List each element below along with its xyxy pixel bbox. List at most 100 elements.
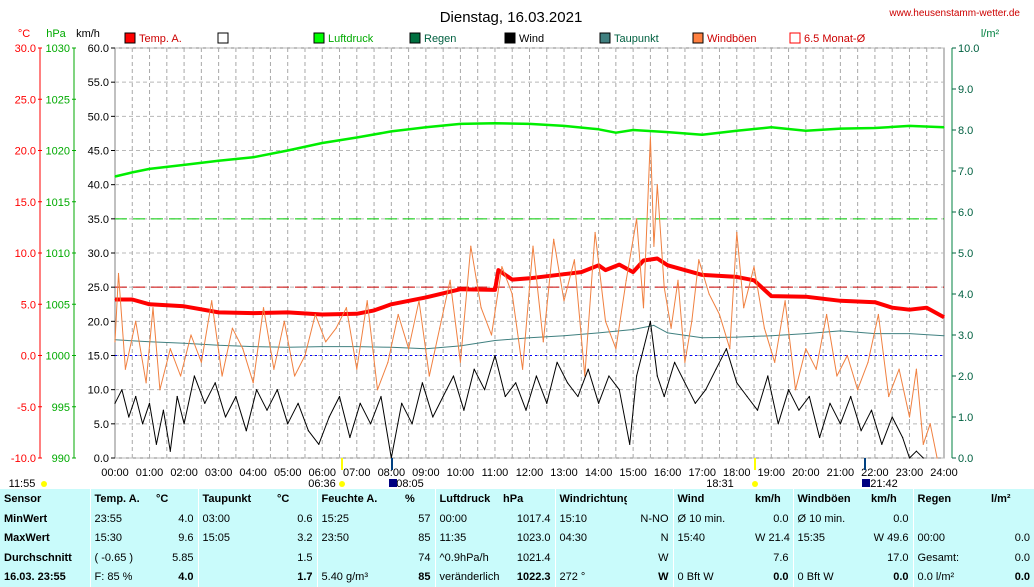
wind-tick-label: 30.0 xyxy=(88,248,109,260)
series-point xyxy=(805,130,807,132)
stats-cell-value: 4.0 xyxy=(178,512,194,525)
chart-legend: Temp. A. Luftdruck Regen Wind Taupunkt Windbö… xyxy=(124,32,866,45)
stats-cell-value: 0.0 xyxy=(1014,532,1031,545)
series-point xyxy=(753,279,755,281)
stats-header-unit: °C xyxy=(156,493,169,505)
series-point xyxy=(204,402,206,404)
site-link[interactable]: www.heusenstamm-wetter.de xyxy=(888,8,1020,19)
series-point xyxy=(380,395,382,398)
stats-cell-value: 0.0 xyxy=(773,571,789,584)
series-point xyxy=(839,128,842,130)
rain-tick-label: 3.0 xyxy=(958,330,973,342)
stats-header-label: Temp. A. xyxy=(89,489,153,509)
wind-tick-label: 20.0 xyxy=(88,316,109,328)
series-point xyxy=(653,245,655,247)
series-point xyxy=(636,218,638,220)
x-tick-label: 16:00 xyxy=(654,467,682,479)
series-point xyxy=(815,368,817,370)
series-point xyxy=(625,279,627,281)
series-point xyxy=(642,307,645,309)
series-point xyxy=(877,313,880,316)
series-point xyxy=(459,123,461,125)
series-point xyxy=(594,231,596,234)
series-point xyxy=(287,423,289,425)
series-point xyxy=(287,311,289,313)
stats-cell-value: 1021.4 xyxy=(516,551,551,564)
series-point xyxy=(888,395,890,398)
series-point xyxy=(736,382,738,384)
rain-tick-label: 6.0 xyxy=(958,207,973,219)
stats-cell-label xyxy=(554,548,628,568)
series-point xyxy=(891,416,893,418)
series-point xyxy=(784,300,786,302)
stats-cell-value: 5.85 xyxy=(172,551,194,564)
legend-item: Wind xyxy=(504,32,544,45)
x-tick-label: 06:00 xyxy=(308,467,336,479)
event-label: 08:05 xyxy=(396,478,424,489)
stats-cell-label: 23:50 xyxy=(316,528,402,548)
series-point xyxy=(777,423,779,425)
x-tick-label: 12:00 xyxy=(516,467,544,479)
series-point xyxy=(577,395,579,398)
series-point xyxy=(252,346,254,348)
series-point xyxy=(656,375,658,377)
stats-cell-label: ( -0.65 ) xyxy=(89,548,153,568)
series-point xyxy=(459,361,461,363)
series-point xyxy=(715,368,717,370)
x-tick-label: 20:00 xyxy=(792,467,820,479)
x-tick-label: 11:00 xyxy=(482,467,509,479)
series-point xyxy=(242,348,244,350)
series-point xyxy=(224,416,227,418)
series-point xyxy=(753,266,755,268)
pressure-tick-label: 995 xyxy=(52,402,70,414)
series-point xyxy=(439,327,441,329)
series-point xyxy=(535,375,538,377)
series-point xyxy=(321,346,323,348)
stats-header-label: Wind xyxy=(672,489,752,509)
series-point xyxy=(528,337,531,339)
series-point xyxy=(667,131,669,133)
series-point xyxy=(736,130,738,132)
series-point xyxy=(667,264,669,266)
series-point xyxy=(484,389,486,391)
legend-swatch xyxy=(313,32,325,44)
x-tick-label: 00:00 xyxy=(101,467,129,479)
series-group xyxy=(114,121,945,178)
stats-cell-label xyxy=(912,509,988,529)
series-point xyxy=(642,348,645,350)
x-tick-label: 24:00 xyxy=(930,467,958,479)
chart-series xyxy=(114,121,945,459)
stats-cell-label xyxy=(197,548,274,568)
series-point xyxy=(805,296,807,298)
series-point xyxy=(598,332,600,334)
series-point xyxy=(390,303,392,305)
stats-header-unit: °C xyxy=(277,493,290,505)
stats-cell-value: 1022.3 xyxy=(516,571,551,584)
x-tick-label: 23:00 xyxy=(896,467,924,479)
series-point xyxy=(891,307,893,309)
series-point xyxy=(321,313,323,316)
series-point xyxy=(221,375,223,377)
stats-cell-value: 57 xyxy=(418,512,431,525)
series-point xyxy=(148,402,151,404)
temp-tick-label: -5.0 xyxy=(17,402,36,414)
series-point xyxy=(566,382,569,384)
stats-cell-value: 7.6 xyxy=(773,551,789,564)
series-point xyxy=(598,402,600,404)
series-point xyxy=(615,348,617,350)
stats-cell-label: 0 Bft W xyxy=(672,567,752,587)
series-point xyxy=(829,402,831,404)
series-point xyxy=(373,309,375,311)
series-point xyxy=(705,389,707,391)
series-point xyxy=(677,279,679,281)
wind-tick-label: 25.0 xyxy=(88,282,109,294)
series-point xyxy=(408,348,410,350)
x-tick-label: 19:00 xyxy=(758,467,786,479)
series-point xyxy=(663,286,665,288)
series-point xyxy=(656,257,658,260)
series-point xyxy=(304,354,306,357)
series-point xyxy=(359,402,361,404)
series-point xyxy=(563,300,565,302)
series-point xyxy=(642,259,645,262)
series-point xyxy=(287,149,289,152)
